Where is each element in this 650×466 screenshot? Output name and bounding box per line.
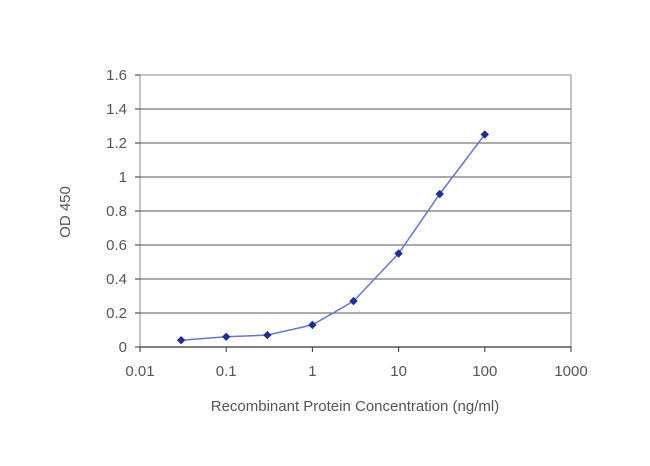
data-point xyxy=(435,189,444,199)
x-tick-label: 1000 xyxy=(554,363,587,380)
axes xyxy=(135,74,572,352)
y-tick-label: 1.4 xyxy=(106,101,127,118)
x-tick-label: 0.01 xyxy=(125,363,154,380)
y-axis-title: OD 450 xyxy=(57,186,74,238)
y-tick-label: 0 xyxy=(119,339,127,356)
x-tick-label: 1 xyxy=(308,363,316,380)
tick-labels: 0 0.2 0.4 0.6 0.8 1 1.2 1.4 1.6 0.01 0.1 1 10 100 1000 xyxy=(106,67,588,380)
data-point xyxy=(308,320,317,330)
markers xyxy=(176,130,489,345)
series xyxy=(181,134,486,341)
y-tick-label: 0.8 xyxy=(106,203,127,220)
y-tick-label: 1.2 xyxy=(106,135,127,152)
y-tick-label: 1 xyxy=(119,169,127,186)
data-point xyxy=(480,130,489,139)
x-tick-label: 0.1 xyxy=(216,363,237,380)
x-axis-title: Recombinant Protein Concentration (ng/ml… xyxy=(211,398,499,415)
data-point xyxy=(176,336,186,345)
data-point xyxy=(349,296,358,306)
x-tick-label: 10 xyxy=(390,363,407,380)
x-tick-label: 100 xyxy=(472,363,497,380)
y-tick-label: 0.6 xyxy=(106,237,127,254)
grid xyxy=(140,74,571,314)
y-tick-label: 0.2 xyxy=(106,305,127,322)
data-point xyxy=(222,332,231,341)
data-point xyxy=(394,249,403,258)
y-tick-label: 0.4 xyxy=(106,271,127,288)
series-line xyxy=(181,134,486,341)
data-point xyxy=(263,330,272,340)
y-tick-label: 1.6 xyxy=(106,67,127,84)
